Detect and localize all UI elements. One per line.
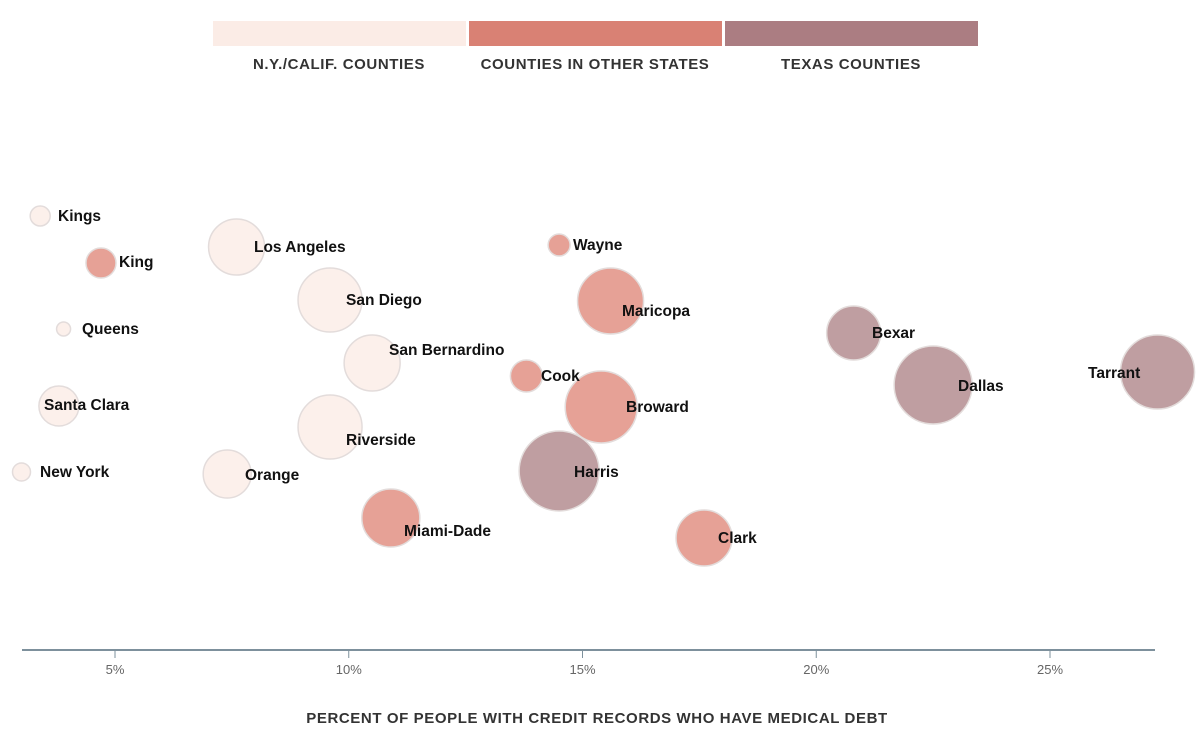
bubble-label-wayne: Wayne	[573, 237, 623, 254]
bubble-bexar[interactable]	[825, 305, 882, 361]
bubble-label-san-diego: San Diego	[346, 292, 422, 309]
bubble-new-york[interactable]	[11, 462, 32, 482]
x-tick-label: 15%	[569, 662, 595, 677]
bubble-label-miami-dade: Miami-Dade	[404, 523, 491, 540]
x-axis-title: PERCENT OF PEOPLE WITH CREDIT RECORDS WH…	[306, 710, 888, 727]
bubble-label-orange: Orange	[245, 467, 300, 484]
x-tick-label: 25%	[1037, 662, 1063, 677]
bubble-dallas[interactable]	[893, 345, 973, 425]
bubble-cook[interactable]	[509, 359, 544, 393]
bubble-orange[interactable]	[202, 449, 252, 499]
bubble-los-angeles[interactable]	[207, 218, 266, 276]
bubble-label-king: King	[119, 254, 153, 271]
bubble-marks	[11, 205, 1196, 567]
bubble-label-santa-clara: Santa Clara	[44, 397, 130, 414]
legend-label-nyca: N.Y./CALIF. COUNTIES	[253, 56, 425, 73]
x-tick-label: 10%	[336, 662, 362, 677]
bubble-label-riverside: Riverside	[346, 432, 416, 449]
bubble-label-broward: Broward	[626, 399, 689, 416]
bubble-label-harris: Harris	[574, 464, 619, 481]
bubble-kings[interactable]	[29, 205, 51, 227]
x-axis: 5% 10% 15% 20% 25%	[22, 649, 1155, 677]
legend-label-other: COUNTIES IN OTHER STATES	[481, 56, 710, 73]
bubble-riverside[interactable]	[297, 394, 363, 460]
x-tick-label: 5%	[106, 662, 125, 677]
bubble-harris[interactable]	[518, 430, 600, 512]
bubble-tarrant[interactable]	[1119, 334, 1196, 410]
x-tick-label: 20%	[803, 662, 829, 677]
bubble-san-diego[interactable]	[297, 267, 363, 333]
bubble-clark[interactable]	[675, 509, 733, 567]
bubble-label-dallas: Dallas	[958, 378, 1004, 395]
bubble-label-cook: Cook	[541, 368, 580, 385]
bubble-label-kings: Kings	[58, 208, 101, 225]
bubble-label-clark: Clark	[718, 530, 757, 547]
bubble-labels: Kings King Queens Santa Clara New York Los An…	[40, 208, 1140, 547]
bubble-label-san-bernardino: San Bernardino	[389, 342, 504, 359]
bubble-wayne[interactable]	[547, 233, 571, 257]
legend-swatch-texas	[725, 21, 978, 46]
legend-swatch-nyca	[213, 21, 466, 46]
bubble-san-bernardino[interactable]	[343, 334, 401, 392]
bubble-santa-clara[interactable]	[38, 385, 80, 427]
bubble-label-queens: Queens	[82, 321, 139, 338]
bubble-broward[interactable]	[564, 370, 638, 444]
bubble-label-tarrant: Tarrant	[1088, 365, 1140, 382]
legend: N.Y./CALIF. COUNTIES COUNTIES IN OTHER ST…	[213, 21, 978, 73]
bubble-label-maricopa: Maricopa	[622, 303, 690, 320]
legend-swatch-other	[469, 21, 722, 46]
bubble-label-new-york: New York	[40, 464, 110, 481]
bubble-label-los-angeles: Los Angeles	[254, 239, 346, 256]
bubble-miami-dade[interactable]	[361, 488, 421, 548]
bubble-label-bexar: Bexar	[872, 325, 915, 342]
bubble-king[interactable]	[85, 247, 117, 279]
bubbles: Kings King Queens Santa Clara New York Los An…	[11, 205, 1196, 567]
bubble-queens[interactable]	[55, 321, 72, 337]
bubble-maricopa[interactable]	[576, 267, 645, 335]
legend-label-texas: TEXAS COUNTIES	[781, 56, 921, 73]
